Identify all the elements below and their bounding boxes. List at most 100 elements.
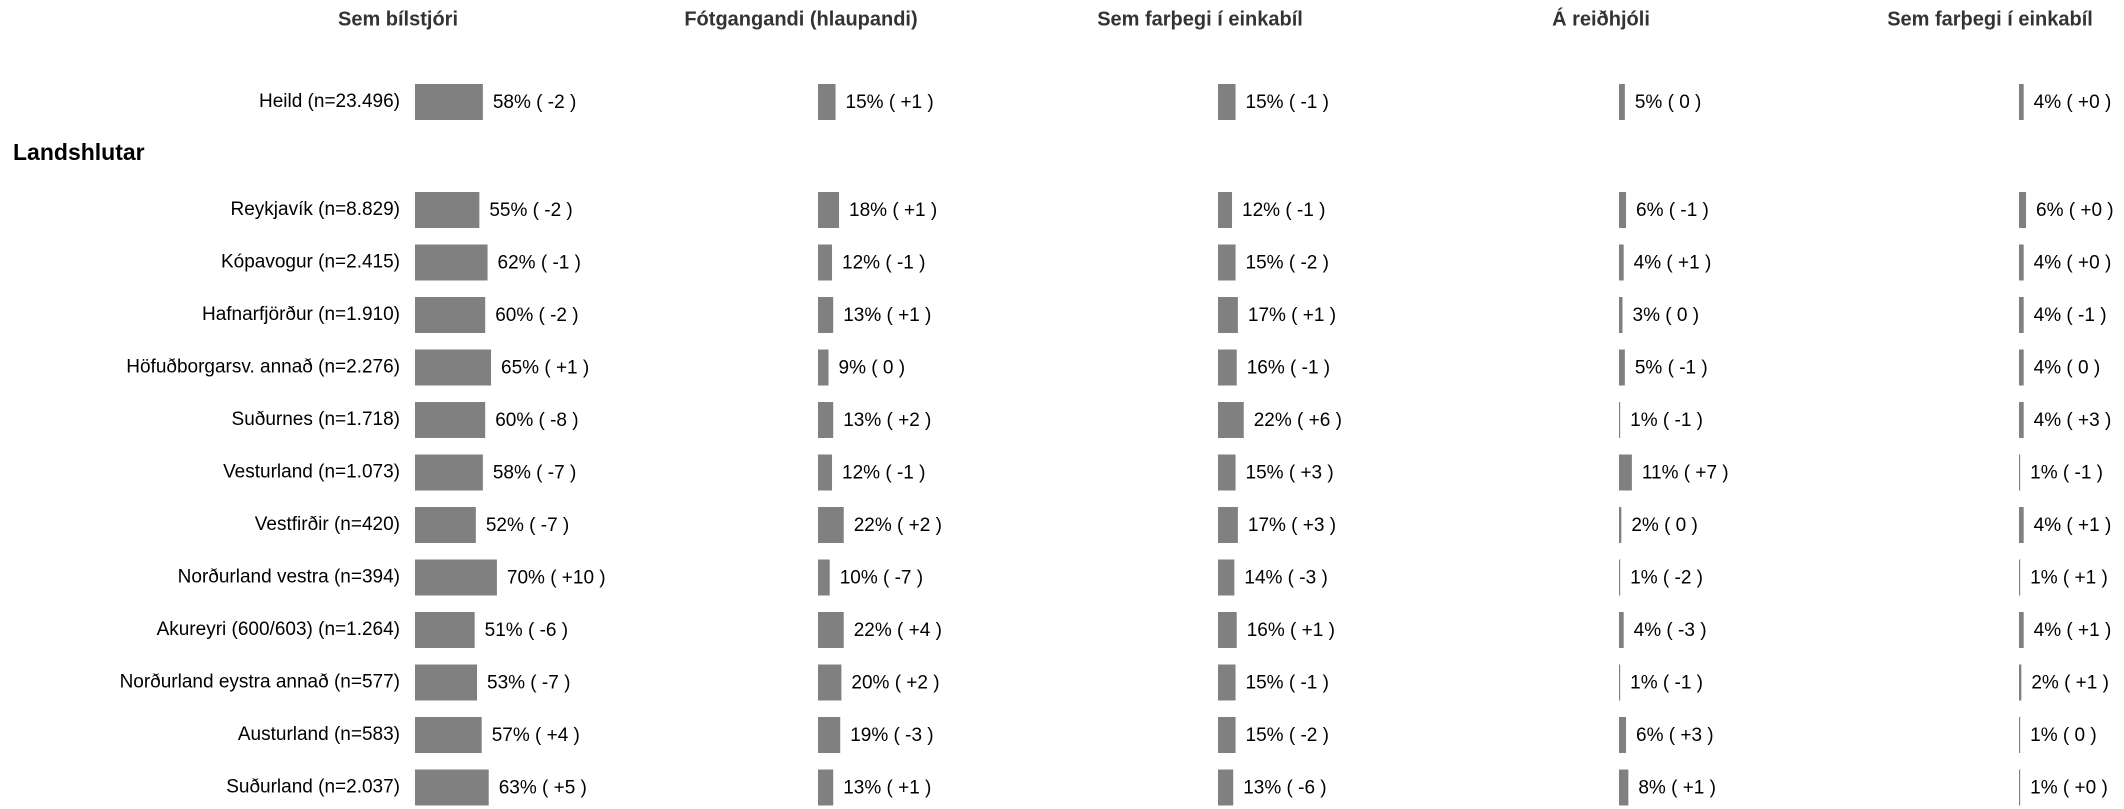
value-label: 1% ( -1 )	[2030, 463, 2103, 484]
value-label: 4% ( +0 )	[2034, 92, 2112, 113]
bar	[1619, 664, 1621, 701]
bar	[2019, 349, 2024, 386]
value-label: 15% ( +1 )	[846, 92, 934, 113]
value-label: 62% ( -1 )	[498, 253, 581, 274]
value-label: 51% ( -6 )	[485, 620, 568, 641]
value-label: 13% ( +1 )	[843, 305, 931, 326]
series-header: Sem farþegi í einkabíl	[1097, 8, 1303, 30]
bar	[1218, 454, 1236, 491]
bar	[1218, 244, 1236, 281]
value-label: 2% ( 0 )	[1631, 515, 1698, 536]
bar	[415, 559, 497, 596]
bar	[2019, 612, 2024, 648]
value-label: 22% ( +6 )	[1254, 410, 1342, 431]
bar	[1619, 244, 1624, 281]
value-label: 1% ( +1 )	[2030, 568, 2108, 589]
value-label: 4% ( +1 )	[2034, 620, 2112, 641]
bar	[2019, 84, 2024, 120]
bar	[415, 769, 489, 806]
bar	[1619, 349, 1625, 386]
value-label: 55% ( -2 )	[489, 200, 572, 221]
value-label: 1% ( +0 )	[2030, 778, 2108, 799]
bar	[818, 717, 841, 753]
bar	[1619, 769, 1629, 806]
bar	[415, 717, 482, 753]
value-label: 16% ( -1 )	[1247, 358, 1330, 379]
value-label: 10% ( -7 )	[840, 568, 923, 589]
category-label: Hafnarfjörður (n=1.910)	[202, 304, 400, 325]
bar	[415, 612, 475, 648]
bar	[2019, 454, 2021, 491]
bar	[818, 349, 829, 386]
bar	[415, 402, 486, 438]
bar	[1619, 402, 1621, 438]
bar	[1218, 664, 1236, 701]
bar	[1619, 507, 1622, 543]
value-label: 16% ( +1 )	[1247, 620, 1335, 641]
value-label: 15% ( -1 )	[1246, 92, 1329, 113]
bar	[818, 244, 833, 281]
value-label: 60% ( -2 )	[495, 305, 578, 326]
bar	[1619, 454, 1632, 491]
value-label: 15% ( +3 )	[1246, 463, 1334, 484]
bar	[818, 664, 842, 701]
value-label: 12% ( -1 )	[842, 253, 925, 274]
category-label: Vesturland (n=1.073)	[223, 462, 400, 483]
bar	[818, 297, 834, 333]
series-header: Fótgangandi (hlaupandi)	[684, 8, 917, 30]
value-label: 3% ( 0 )	[1633, 305, 1700, 326]
value-label: 19% ( -3 )	[850, 725, 933, 746]
bar	[1619, 192, 1627, 228]
bar	[1218, 559, 1235, 596]
value-label: 17% ( +3 )	[1248, 515, 1336, 536]
value-label: 4% ( -1 )	[2034, 305, 2107, 326]
bar	[1218, 84, 1236, 120]
bar	[1619, 84, 1625, 120]
group-label: Landshlutar	[13, 139, 145, 165]
value-label: 11% ( +7 )	[1642, 463, 1729, 484]
category-label: Reykjavík (n=8.829)	[231, 199, 401, 220]
category-label: Höfuðborgarsv. annað (n=2.276)	[126, 357, 400, 378]
value-label: 4% ( +1 )	[2034, 515, 2112, 536]
bar	[2019, 192, 2027, 228]
value-label: 4% ( +0 )	[2034, 253, 2112, 274]
bar	[818, 559, 830, 596]
value-label: 18% ( +1 )	[849, 200, 937, 221]
bar	[818, 454, 833, 491]
series-header: Sem farþegi í einkabíl	[1887, 8, 2093, 30]
value-label: 6% ( +3 )	[1636, 725, 1714, 746]
value-label: 15% ( -1 )	[1246, 673, 1329, 694]
series-header: Á reiðhjóli	[1552, 7, 1650, 30]
bar	[1619, 612, 1624, 648]
value-label: 1% ( -1 )	[1630, 673, 1703, 694]
value-label: 58% ( -7 )	[493, 463, 576, 484]
value-label: 65% ( +1 )	[501, 358, 589, 379]
bar	[818, 769, 834, 806]
value-label: 17% ( +1 )	[1248, 305, 1336, 326]
bar	[2019, 769, 2021, 806]
bar	[1218, 297, 1238, 333]
value-label: 6% ( -1 )	[1636, 200, 1709, 221]
value-label: 52% ( -7 )	[486, 515, 569, 536]
bar	[2019, 717, 2021, 753]
value-label: 15% ( -2 )	[1246, 253, 1329, 274]
category-label: Kópavogur (n=2.415)	[221, 252, 400, 273]
value-label: 1% ( 0 )	[2030, 725, 2097, 746]
bar	[1218, 717, 1236, 753]
bar	[1218, 192, 1233, 228]
value-label: 1% ( -1 )	[1630, 410, 1703, 431]
category-label: Norðurland eystra annað (n=577)	[120, 672, 400, 693]
category-label: Austurland (n=583)	[238, 724, 400, 745]
value-label: 70% ( +10 )	[507, 568, 606, 589]
value-label: 60% ( -8 )	[495, 410, 578, 431]
bar	[818, 402, 834, 438]
value-label: 1% ( -2 )	[1630, 568, 1703, 589]
category-label: Akureyri (600/603) (n=1.264)	[157, 619, 400, 640]
value-label: 5% ( -1 )	[1635, 358, 1708, 379]
value-label: 13% ( -6 )	[1243, 778, 1326, 799]
bar	[1619, 717, 1627, 753]
value-label: 15% ( -2 )	[1246, 725, 1329, 746]
category-label: Suðurnes (n=1.718)	[232, 409, 400, 430]
category-label: Heild (n=23.496)	[259, 91, 400, 112]
